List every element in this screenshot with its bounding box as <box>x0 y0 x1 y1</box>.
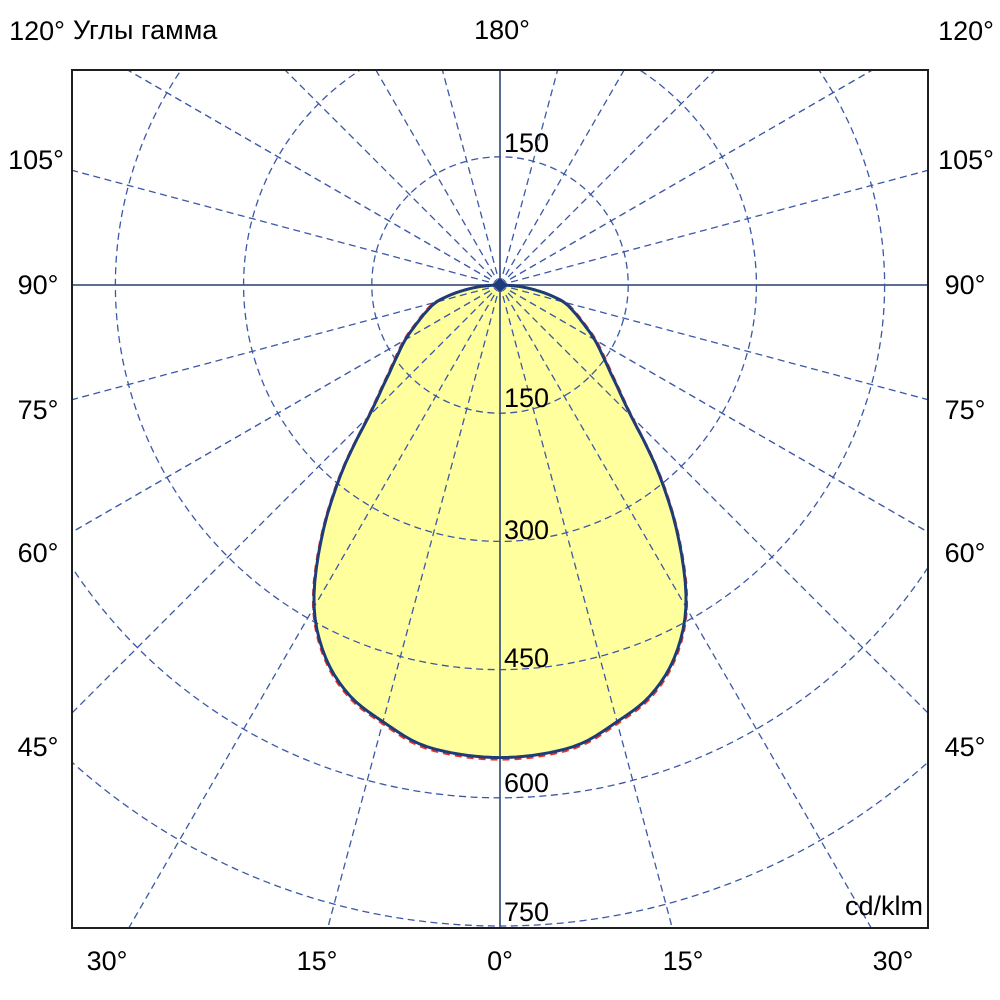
angle-label: 15° <box>663 946 704 976</box>
angle-label: 105° <box>8 145 64 175</box>
angle-label: 45° <box>18 732 59 762</box>
radial-line <box>499 284 872 928</box>
angle-label: 180° <box>474 15 530 45</box>
radial-line <box>499 284 673 928</box>
ring-label: 750 <box>504 897 549 927</box>
ring-label: 450 <box>504 643 549 673</box>
angle-label: 30° <box>87 946 128 976</box>
ring-label: 600 <box>504 768 549 798</box>
ring-labels: 150 150 300 450 600 750 <box>504 128 549 927</box>
ring-label: 150 <box>504 128 549 158</box>
angle-label: 105° <box>938 145 994 175</box>
angle-label: 120° <box>938 16 994 46</box>
intensity-curve-solid <box>312 283 688 760</box>
angle-label: 30° <box>873 946 914 976</box>
angle-label: 75° <box>945 395 986 425</box>
angle-label: 90° <box>18 270 59 300</box>
ring-label: 150 <box>504 383 549 413</box>
angle-label: 90° <box>945 270 986 300</box>
angle-label: 75° <box>18 395 59 425</box>
angle-labels: 120° 180° 120° 105° 105° 90° 90° 75° 75° 60° 60° 45… <box>8 15 994 976</box>
angle-label: 60° <box>945 538 986 568</box>
angle-label: 0° <box>487 946 513 976</box>
ring-label: 300 <box>504 515 549 545</box>
radial-line <box>128 284 501 928</box>
angle-label: 120° <box>9 16 65 46</box>
angle-label: 60° <box>18 538 59 568</box>
center-point <box>493 278 507 292</box>
plot-border <box>71 69 929 929</box>
chart-title: Углы гамма <box>73 15 218 45</box>
angle-label: 15° <box>297 946 338 976</box>
angle-label: 45° <box>945 732 986 762</box>
unit-label: cd/klm <box>845 891 923 921</box>
radial-line <box>327 284 501 928</box>
